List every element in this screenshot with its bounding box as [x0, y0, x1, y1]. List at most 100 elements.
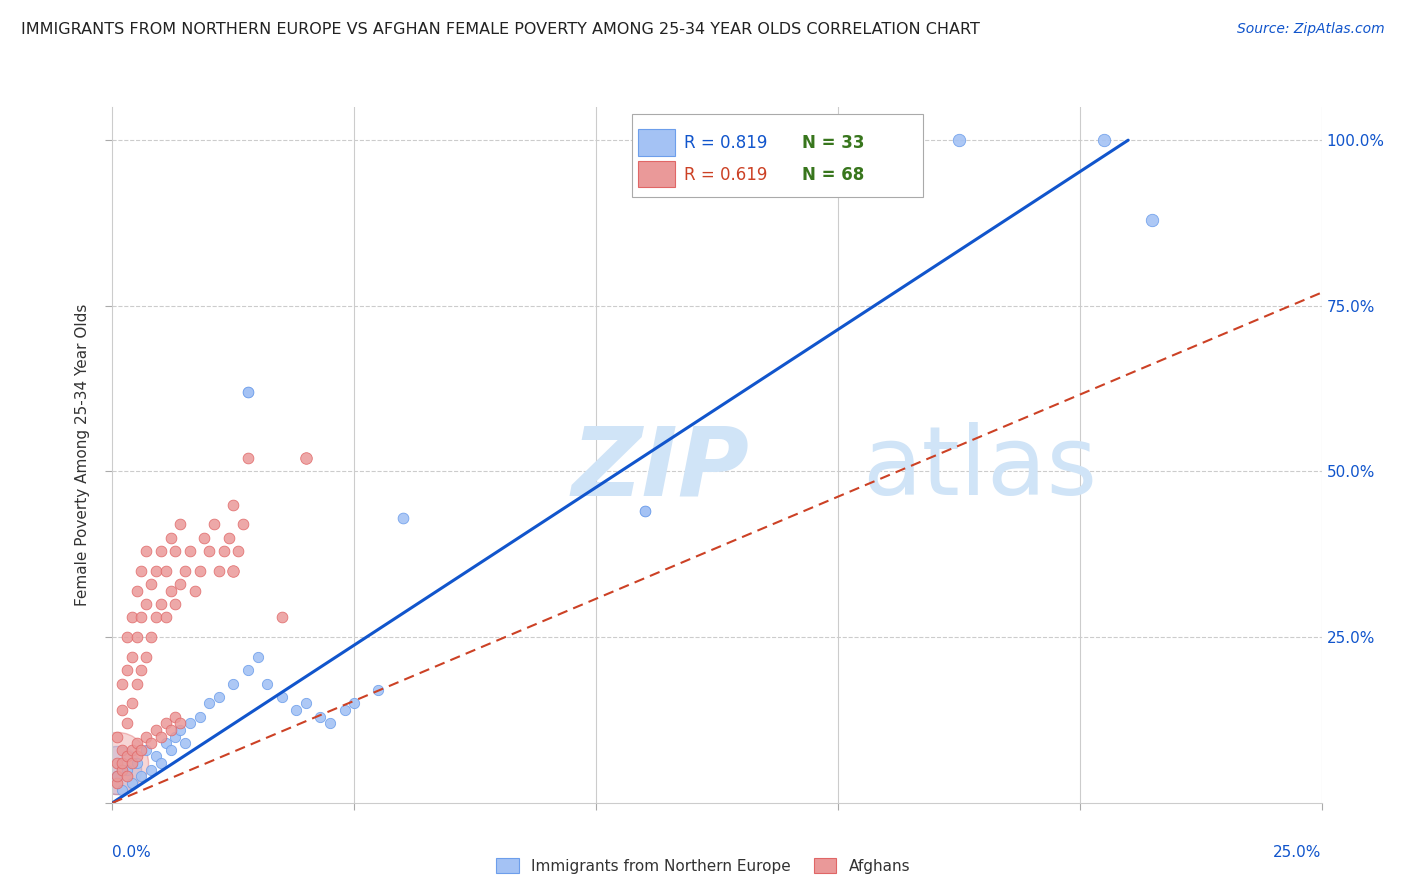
Point — [202, 517, 225, 532]
Point — [105, 776, 128, 790]
Text: Source: ZipAtlas.com: Source: ZipAtlas.com — [1237, 22, 1385, 37]
Point — [165, 730, 187, 744]
Point — [121, 697, 143, 711]
Point — [236, 384, 259, 399]
Point — [121, 650, 143, 665]
Point — [121, 743, 143, 757]
Text: 0.0%: 0.0% — [112, 845, 152, 860]
Text: N = 68: N = 68 — [801, 166, 863, 184]
Point — [125, 630, 148, 644]
Point — [131, 610, 153, 624]
Point — [633, 504, 655, 518]
Point — [115, 630, 138, 644]
Point — [218, 531, 240, 545]
Point — [165, 597, 187, 611]
Point — [188, 564, 211, 578]
Point — [159, 531, 181, 545]
Legend: Immigrants from Northern Europe, Afghans: Immigrants from Northern Europe, Afghans — [489, 852, 917, 880]
Point — [141, 577, 163, 591]
Point — [105, 769, 128, 783]
Point — [226, 544, 249, 558]
Point — [135, 544, 157, 558]
Point — [198, 697, 221, 711]
Point — [149, 730, 172, 744]
Point — [270, 690, 292, 704]
Point — [111, 703, 134, 717]
Point — [198, 544, 221, 558]
Point — [111, 743, 134, 757]
Point — [295, 697, 318, 711]
Point — [222, 564, 245, 578]
Point — [159, 723, 181, 737]
Point — [222, 676, 245, 690]
Point — [208, 564, 231, 578]
Point — [105, 756, 128, 770]
Point — [145, 564, 167, 578]
Text: atlas: atlas — [862, 422, 1097, 516]
Point — [236, 451, 259, 466]
Text: ZIP: ZIP — [572, 422, 749, 516]
Point — [391, 511, 413, 525]
Point — [115, 663, 138, 677]
Point — [105, 763, 128, 777]
Point — [236, 663, 259, 677]
Point — [179, 716, 201, 731]
Point — [131, 663, 153, 677]
Point — [246, 650, 269, 665]
Point — [111, 782, 134, 797]
Point — [131, 743, 153, 757]
Point — [155, 610, 177, 624]
Point — [105, 730, 128, 744]
Point — [111, 763, 134, 777]
Point — [1142, 212, 1164, 227]
Point — [155, 736, 177, 750]
Point — [256, 676, 278, 690]
Point — [188, 709, 211, 723]
Point — [125, 756, 148, 770]
Point — [285, 703, 308, 717]
Point — [367, 683, 389, 698]
Point — [948, 133, 970, 147]
Point — [174, 736, 197, 750]
Point — [159, 743, 181, 757]
Point — [208, 690, 231, 704]
Point — [115, 769, 138, 783]
Point — [141, 736, 163, 750]
Point — [165, 709, 187, 723]
Point — [149, 756, 172, 770]
Point — [125, 676, 148, 690]
Point — [309, 709, 332, 723]
Point — [131, 564, 153, 578]
Point — [159, 583, 181, 598]
Point — [343, 697, 366, 711]
Point — [125, 583, 148, 598]
Point — [141, 630, 163, 644]
Point — [1092, 133, 1115, 147]
Point — [115, 716, 138, 731]
Point — [141, 763, 163, 777]
Point — [135, 743, 157, 757]
Point — [125, 749, 148, 764]
Text: 25.0%: 25.0% — [1274, 845, 1322, 860]
Point — [183, 583, 205, 598]
Point — [149, 544, 172, 558]
FancyBboxPatch shape — [633, 114, 922, 197]
Point — [115, 749, 138, 764]
Point — [155, 564, 177, 578]
Point — [121, 756, 143, 770]
Point — [125, 736, 148, 750]
Point — [135, 597, 157, 611]
Point — [212, 544, 235, 558]
Point — [295, 451, 318, 466]
Point — [145, 749, 167, 764]
Point — [105, 756, 128, 770]
Text: IMMIGRANTS FROM NORTHERN EUROPE VS AFGHAN FEMALE POVERTY AMONG 25-34 YEAR OLDS C: IMMIGRANTS FROM NORTHERN EUROPE VS AFGHA… — [21, 22, 980, 37]
Point — [121, 610, 143, 624]
Point — [633, 504, 655, 518]
Y-axis label: Female Poverty Among 25-34 Year Olds: Female Poverty Among 25-34 Year Olds — [75, 304, 90, 606]
Text: R = 0.819: R = 0.819 — [685, 134, 768, 152]
Point — [135, 650, 157, 665]
Text: N = 33: N = 33 — [801, 134, 865, 152]
Point — [111, 676, 134, 690]
Point — [155, 716, 177, 731]
